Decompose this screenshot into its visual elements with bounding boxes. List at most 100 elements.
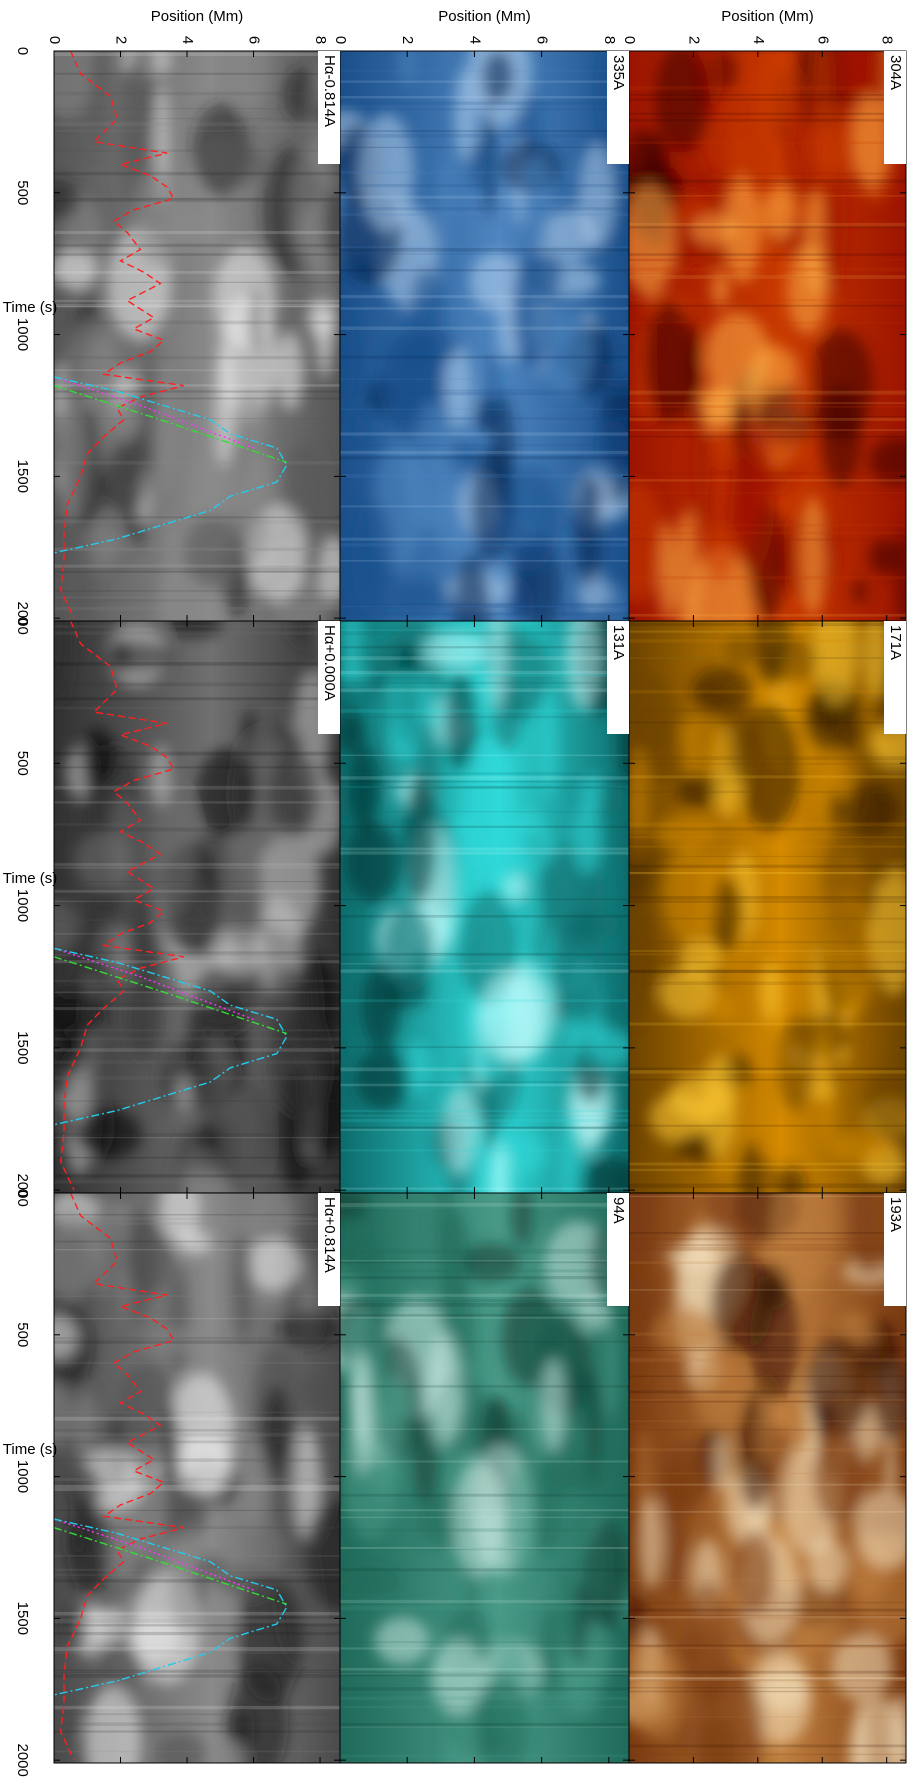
texture-blob bbox=[589, 1224, 613, 1298]
texture-streak bbox=[340, 1546, 629, 1549]
panel: 0 2 4 6 8 Position (Mm) 304A bbox=[621, 8, 907, 622]
texture-blob bbox=[304, 1499, 340, 1612]
texture-streak bbox=[340, 851, 629, 855]
texture-blob bbox=[477, 1674, 530, 1763]
texture-blob bbox=[268, 749, 322, 840]
texture-blob bbox=[54, 51, 96, 120]
texture-streak bbox=[54, 303, 340, 307]
texture-streak bbox=[629, 141, 906, 144]
texture-blob bbox=[162, 509, 178, 621]
y-tick-label: 6 bbox=[814, 36, 831, 44]
texture-streak bbox=[54, 570, 340, 573]
data-line bbox=[54, 376, 288, 554]
y-tick-label: 4 bbox=[179, 36, 196, 44]
texture-streak bbox=[340, 1298, 629, 1302]
label-box bbox=[318, 621, 340, 734]
texture-blob bbox=[323, 189, 340, 259]
texture-streak bbox=[54, 1218, 340, 1220]
texture-streak bbox=[54, 118, 340, 120]
texture-blob bbox=[127, 1616, 181, 1659]
texture-blob bbox=[173, 1434, 232, 1494]
texture-streak bbox=[340, 1726, 629, 1728]
texture-streak bbox=[340, 1046, 629, 1049]
texture-streak bbox=[340, 1276, 629, 1280]
data-line bbox=[54, 1518, 254, 1591]
x-tick-label: 0 bbox=[14, 47, 31, 55]
texture-streak bbox=[54, 271, 340, 274]
texture-streak bbox=[629, 1238, 906, 1241]
texture-streak bbox=[629, 1428, 906, 1431]
texture-streak bbox=[340, 811, 629, 813]
texture-streak bbox=[54, 171, 340, 176]
label-box bbox=[884, 621, 906, 734]
texture-streak bbox=[629, 1332, 906, 1336]
texture-blob bbox=[445, 345, 473, 430]
panel-image bbox=[629, 621, 906, 1193]
texture-blob bbox=[161, 1407, 181, 1489]
texture-streak bbox=[340, 246, 629, 249]
texture-blob bbox=[660, 1438, 715, 1506]
y-axis-label: Position (Mm) bbox=[151, 8, 244, 25]
x-axis-label: Time (s) bbox=[3, 870, 57, 887]
texture-blob bbox=[80, 727, 117, 787]
texture-streak bbox=[629, 917, 906, 920]
texture-blob bbox=[733, 1157, 779, 1193]
texture-streak bbox=[54, 1133, 340, 1137]
image-texture bbox=[340, 51, 629, 621]
texture-streak bbox=[340, 786, 629, 789]
texture-streak bbox=[54, 1029, 340, 1032]
texture-blob bbox=[659, 967, 718, 1019]
texture-blob bbox=[504, 874, 527, 901]
texture-streak bbox=[54, 625, 340, 628]
texture-streak bbox=[54, 1649, 340, 1652]
texture-streak bbox=[340, 101, 629, 105]
panel-label: 304A bbox=[887, 55, 904, 90]
texture-blob bbox=[479, 972, 542, 1063]
texture-streak bbox=[340, 146, 629, 149]
texture-streak bbox=[54, 823, 340, 826]
texture-blob bbox=[572, 801, 602, 874]
label-box bbox=[318, 51, 340, 164]
texture-streak bbox=[629, 435, 906, 438]
texture-streak bbox=[54, 1669, 340, 1673]
texture-blob bbox=[763, 184, 796, 241]
texture-blob bbox=[245, 438, 268, 564]
y-tick-label: 4 bbox=[750, 36, 767, 44]
texture-streak bbox=[340, 474, 629, 478]
texture-streak bbox=[340, 612, 629, 616]
texture-blob bbox=[713, 1433, 732, 1493]
texture-blob bbox=[629, 830, 669, 901]
texture-streak bbox=[54, 384, 340, 387]
texture-streak bbox=[629, 1615, 906, 1619]
texture-blob bbox=[340, 621, 365, 671]
texture-streak bbox=[340, 1260, 629, 1264]
texture-blob bbox=[261, 1385, 291, 1486]
data-line bbox=[54, 1518, 288, 1696]
texture-blob bbox=[248, 286, 264, 355]
texture-streak bbox=[340, 130, 629, 133]
texture-streak bbox=[629, 872, 906, 874]
texture-streak bbox=[340, 1205, 629, 1209]
texture-streak bbox=[54, 1249, 340, 1251]
texture-streak bbox=[54, 889, 340, 893]
texture-blob bbox=[413, 1407, 439, 1508]
texture-blob bbox=[533, 1458, 562, 1555]
image-texture bbox=[629, 621, 906, 1193]
texture-blob bbox=[54, 250, 98, 289]
panel: 193A bbox=[628, 1192, 907, 1764]
texture-blob bbox=[676, 772, 718, 809]
texture-blob bbox=[340, 1193, 369, 1220]
texture-streak bbox=[340, 1705, 629, 1709]
y-tick-label: 4 bbox=[466, 36, 483, 44]
texture-streak bbox=[54, 1619, 340, 1623]
x-tick-label: 1500 bbox=[14, 1602, 31, 1635]
texture-blob bbox=[629, 480, 665, 603]
texture-streak bbox=[340, 1607, 629, 1611]
texture-blob bbox=[693, 1347, 743, 1430]
texture-streak bbox=[629, 275, 906, 279]
texture-blob bbox=[813, 621, 859, 707]
texture-streak bbox=[54, 1156, 340, 1159]
texture-streak bbox=[340, 326, 629, 330]
texture-blob bbox=[73, 515, 95, 621]
texture-streak bbox=[340, 1516, 629, 1519]
